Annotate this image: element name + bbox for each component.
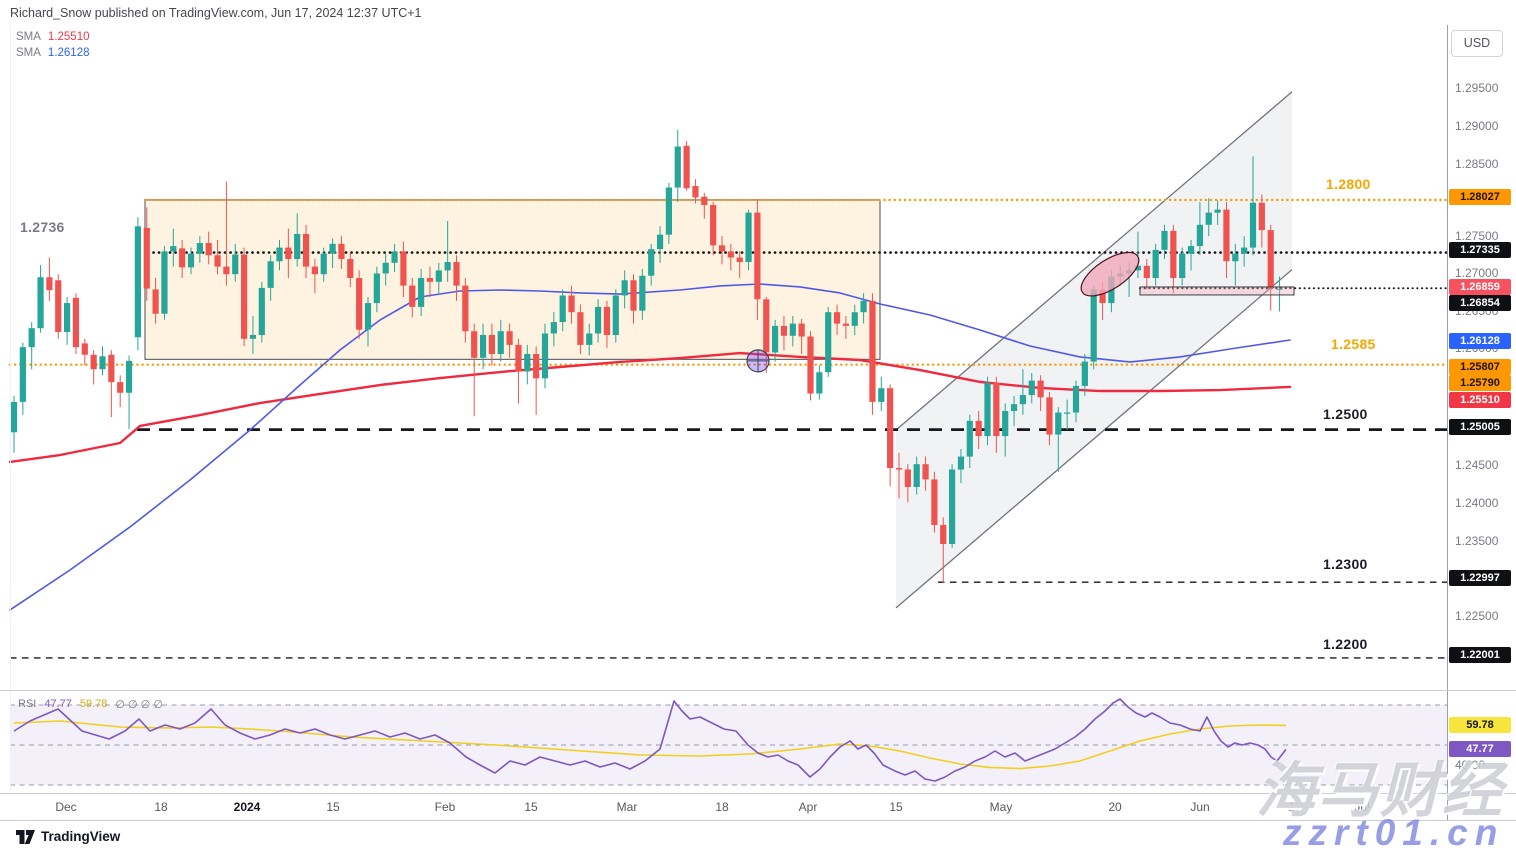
drawing-anchor-point[interactable] [746, 349, 770, 373]
rsi-line[interactable] [13, 698, 1287, 782]
time-tick: 20 [1108, 800, 1122, 814]
time-tick: Apr [798, 800, 818, 814]
rsi-ma-line[interactable] [13, 720, 1287, 770]
price-tag: 1.26859 [1449, 279, 1511, 295]
price-tick: 1.24000 [1455, 496, 1499, 510]
legend-sma-fast-value: 1.26128 [47, 47, 90, 59]
price-tick: 1.27500 [1455, 229, 1499, 243]
rsi-indicator-legend[interactable]: RSI 47.77 59.78 ∅ ∅ ∅ ∅ [18, 698, 163, 711]
time-tick: May [989, 800, 1013, 814]
price-tick: 1.29000 [1455, 119, 1499, 133]
time-tick: Dec [55, 800, 77, 814]
price-tag: 1.25807 [1449, 359, 1511, 375]
time-tick: Feb [434, 800, 456, 814]
price-axis-border [1447, 25, 1448, 820]
rsi-ma-value: 59.78 [79, 698, 108, 710]
time-tick: 15 [326, 800, 340, 814]
time-tick: 15 [889, 800, 903, 814]
price-tag: 1.26128 [1449, 333, 1511, 349]
publish-info: Richard_Snow published on TradingView.co… [10, 6, 422, 20]
level-text-label: 1.2736 [20, 219, 65, 235]
sma-line-slow[interactable] [8, 351, 1292, 464]
price-tick: 1.23500 [1455, 534, 1499, 548]
price-tag: 1.22997 [1449, 570, 1511, 586]
legend-sma-slow-value: 1.25510 [47, 31, 90, 43]
price-tag: 1.27335 [1449, 242, 1511, 258]
time-tick: 18 [715, 800, 729, 814]
price-tick: 1.22500 [1455, 609, 1499, 623]
price-tag: 1.22001 [1449, 647, 1511, 663]
time-axis-top-border [0, 793, 1516, 794]
price-tag: 1.28027 [1449, 189, 1511, 205]
price-tag: 1.25790 [1449, 375, 1511, 391]
ellipse-annotation[interactable] [1074, 244, 1145, 304]
time-tick: 18 [154, 800, 168, 814]
rsi-value-tag: 47.77 [1449, 741, 1511, 757]
time-tick: 17 [1288, 800, 1302, 814]
rsi-hidden-values: ∅ ∅ ∅ ∅ [115, 699, 163, 711]
legend-sma-slow-label: SMA [16, 31, 41, 43]
time-tick: Jul [1354, 800, 1370, 814]
legend-sma-slow[interactable]: SMA 1.25510 [16, 31, 90, 43]
time-axis-bottom-border [0, 820, 1516, 821]
legend-sma-fast[interactable]: SMA 1.26128 [16, 47, 90, 59]
level-text-label: 1.2200 [1323, 636, 1368, 652]
support-zone[interactable] [1139, 286, 1295, 296]
candlesticks[interactable] [10, 129, 1283, 583]
level-text-label: 1.2500 [1323, 406, 1368, 422]
time-tick: Mar [616, 800, 638, 814]
rsi-value-tag: 59.78 [1449, 717, 1511, 733]
price-tick: 1.24500 [1455, 458, 1499, 472]
level-text-label: 1.2300 [1323, 556, 1368, 572]
price-tick: 1.27000 [1455, 266, 1499, 280]
price-tick: 1.29500 [1455, 81, 1499, 95]
tradingview-logo-text: TradingView [41, 829, 121, 844]
legend-sma-fast-label: SMA [16, 47, 41, 59]
price-tag: 1.26854 [1449, 295, 1511, 311]
tradingview-logo-icon [16, 829, 35, 844]
time-tick: 2024 [233, 800, 261, 814]
price-tag: 1.25510 [1449, 392, 1511, 408]
level-text-label: 1.2585 [1331, 336, 1376, 352]
pane-divider[interactable] [0, 690, 1516, 691]
price-tag: 1.25005 [1449, 419, 1511, 435]
rsi-value: 47.77 [44, 698, 72, 710]
rsi-legend-title: RSI [18, 698, 37, 710]
plot-left-border [10, 25, 11, 790]
currency-unit-button[interactable]: USD [1451, 30, 1503, 57]
level-text-label: 1.2800 [1326, 176, 1371, 192]
time-tick: 15 [524, 800, 538, 814]
price-tick: 1.28500 [1455, 157, 1499, 171]
tradingview-attribution[interactable]: TradingView [16, 829, 120, 844]
time-tick: Jun [1190, 800, 1210, 814]
sma-line-fast[interactable] [9, 283, 1291, 611]
rsi-tick: 40.00 [1455, 758, 1486, 772]
